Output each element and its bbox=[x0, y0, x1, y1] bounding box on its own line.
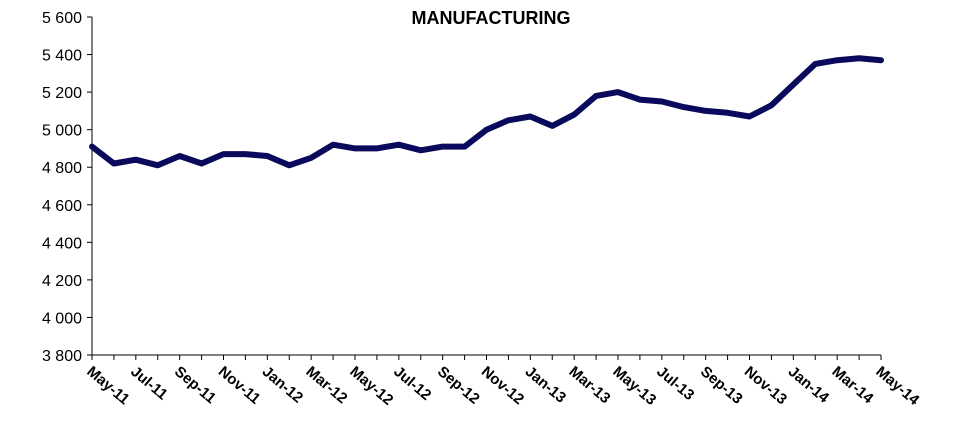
x-tick-label: Jan-12 bbox=[259, 363, 306, 407]
y-tick-label: 3 800 bbox=[42, 348, 82, 365]
x-tick-label: May-11 bbox=[83, 363, 132, 408]
x-tick-label: Nov-13 bbox=[741, 363, 790, 408]
y-ticks: 3 800 4 000 4 200 4 400 4 600 4 800 5 000 5 200… bbox=[42, 10, 92, 365]
x-tick-label: Jul-12 bbox=[390, 363, 434, 404]
x-tick-label: Mar-14 bbox=[829, 363, 877, 408]
y-tick-label: 4 800 bbox=[42, 160, 82, 177]
x-tick-label: Jan-13 bbox=[522, 363, 569, 407]
x-tick-label: Sep-11 bbox=[171, 363, 219, 407]
x-tick-label: Jan-14 bbox=[785, 363, 833, 407]
x-tick-label: Sep-13 bbox=[697, 363, 746, 408]
y-tick-label: 4 600 bbox=[42, 198, 82, 215]
y-tick-label: 5 400 bbox=[42, 48, 82, 65]
y-tick-label: 5 200 bbox=[42, 85, 82, 102]
chart-title: MANUFACTURING bbox=[412, 8, 571, 28]
y-tick-label: 5 000 bbox=[42, 123, 82, 140]
x-tick-label: May-13 bbox=[609, 363, 659, 409]
x-tick-label: Sep-12 bbox=[434, 363, 483, 408]
x-tick-label: Mar-12 bbox=[303, 363, 351, 407]
y-tick-label: 5 600 bbox=[42, 10, 82, 27]
x-tick-label: Nov-12 bbox=[478, 363, 527, 408]
x-tick-label: Jul-13 bbox=[653, 363, 697, 404]
x-tick-label: Jul-11 bbox=[127, 363, 171, 403]
manufacturing-series-line bbox=[89, 55, 884, 169]
y-tick-label: 4 400 bbox=[42, 235, 82, 252]
series-layer bbox=[89, 55, 884, 169]
x-tick-label: May-14 bbox=[872, 363, 922, 409]
y-tick-label: 4 000 bbox=[42, 310, 82, 327]
x-tick-label: Nov-11 bbox=[215, 363, 264, 408]
x-tick-label: May-12 bbox=[346, 363, 396, 409]
y-tick-label: 4 200 bbox=[42, 273, 82, 290]
x-tick-label: Mar-13 bbox=[566, 363, 614, 407]
